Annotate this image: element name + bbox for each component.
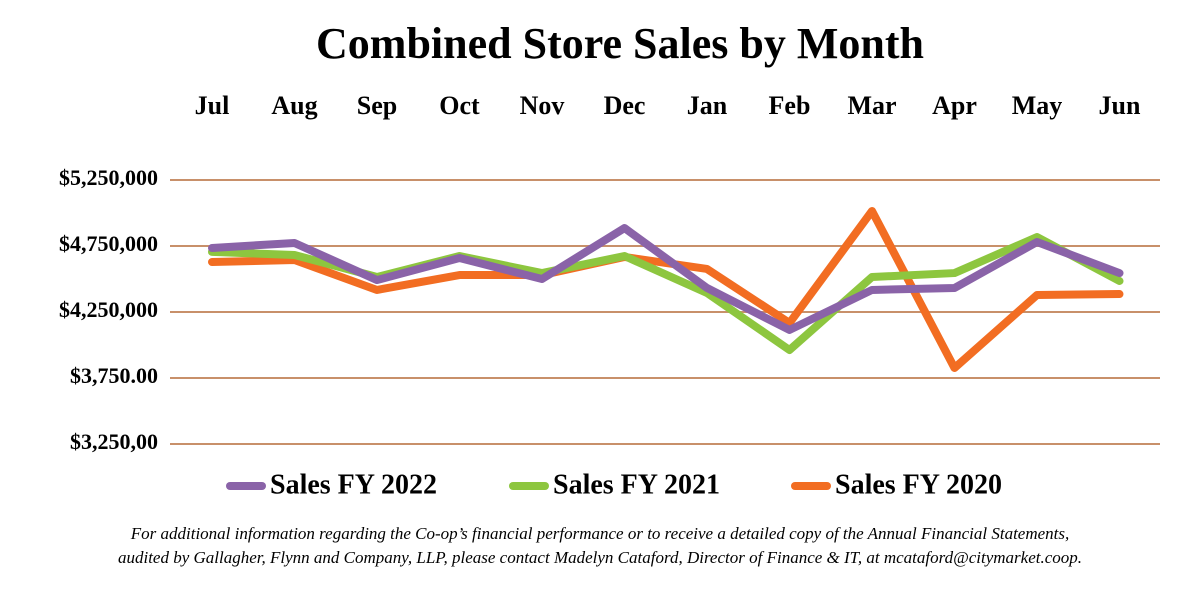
series-line xyxy=(208,207,1124,372)
x-tick-label: Mar xyxy=(847,91,896,120)
legend-label: Sales FY 2022 xyxy=(270,469,437,500)
x-tick-label: Dec xyxy=(604,91,646,120)
x-tick-label: Oct xyxy=(439,91,480,120)
x-tick-label: Sep xyxy=(357,91,397,120)
y-tick-label: $4,750,000 xyxy=(59,231,158,256)
series-line xyxy=(208,224,1124,334)
chart-title: Combined Store Sales by Month xyxy=(316,19,924,68)
y-tick-label: $3,250,00 xyxy=(70,429,158,454)
y-tick-label: $3,750.00 xyxy=(70,363,158,388)
x-tick-label: Jul xyxy=(195,91,230,120)
x-tick-label: Apr xyxy=(932,91,977,120)
y-tick-label: $5,250,000 xyxy=(59,165,158,190)
footnote: audited by Gallagher, Flynn and Company,… xyxy=(118,548,1082,567)
x-tick-label: Jan xyxy=(687,91,728,120)
legend-label: Sales FY 2020 xyxy=(835,469,1002,500)
x-tick-label: Feb xyxy=(769,91,811,120)
x-tick-label: Jun xyxy=(1099,91,1141,120)
x-tick-label: Aug xyxy=(271,91,317,120)
footnote: For additional information regarding the… xyxy=(130,524,1070,543)
legend-label: Sales FY 2021 xyxy=(553,469,720,500)
x-tick-label: May xyxy=(1012,91,1063,120)
y-tick-label: $4,250,000 xyxy=(59,297,158,322)
x-tick-label: Nov xyxy=(520,91,565,120)
